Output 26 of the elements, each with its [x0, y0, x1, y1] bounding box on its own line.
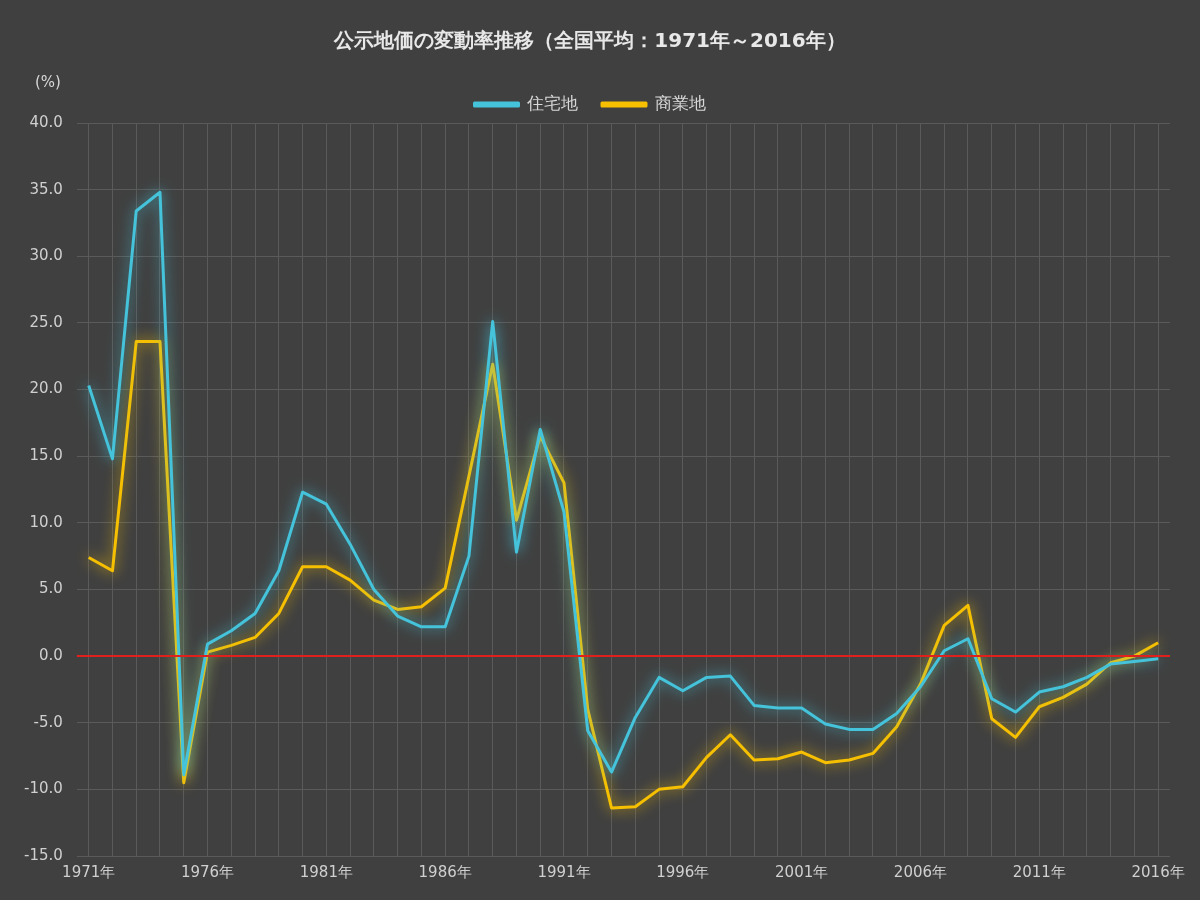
y-axis-title: (%): [35, 72, 61, 91]
x-tick-label: 2001年: [775, 862, 829, 881]
y-tick-label: 20.0: [29, 379, 63, 398]
y-tick-label: 5.0: [38, 579, 63, 598]
y-tick-label: -15.0: [24, 845, 63, 864]
y-tick-label: 35.0: [29, 179, 63, 198]
y-tick-label: 15.0: [29, 446, 63, 465]
y-tick-label: -5.0: [33, 712, 63, 731]
y-tick-label: 40.0: [29, 112, 63, 131]
x-tick-label: 1971年: [62, 862, 116, 881]
x-tick-label: 1991年: [537, 862, 591, 881]
chart-title: 公示地価の変動率推移（全国平均：1971年～2016年）: [333, 28, 846, 53]
x-tick-label: 1986年: [418, 862, 472, 881]
y-tick-label: 0.0: [38, 645, 63, 664]
x-tick-label: 1976年: [180, 862, 235, 881]
legend-label: 住宅地: [526, 92, 578, 113]
x-tick-label: 1996年: [656, 862, 710, 881]
y-tick-label: 25.0: [29, 312, 63, 331]
x-tick-label: 1981年: [299, 862, 353, 881]
y-tick-label: 30.0: [29, 246, 63, 265]
y-tick-label: 10.0: [29, 512, 63, 531]
x-tick-label: 2011年: [1012, 862, 1066, 881]
y-tick-label: -10.0: [24, 779, 63, 798]
x-tick-label: 2016年: [1131, 862, 1185, 881]
legend-label: 商業地: [654, 92, 706, 113]
x-tick-label: 2006年: [893, 862, 948, 881]
